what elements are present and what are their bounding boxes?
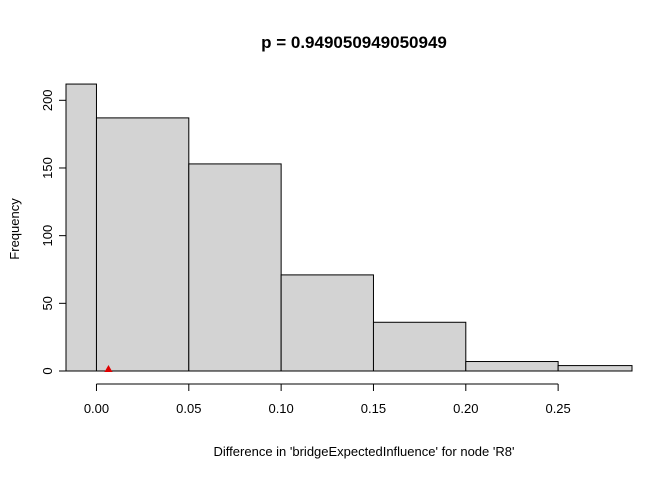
- x-tick-label-4: 0.20: [453, 401, 478, 416]
- chart-title: p = 0.949050949050949: [261, 33, 447, 52]
- y-axis-label: Frequency: [7, 198, 22, 260]
- histogram-bar-2: [188, 163, 282, 372]
- x-tick-label-3: 0.15: [361, 401, 386, 416]
- y-tick-label-0: 0: [40, 367, 55, 374]
- bars-layer: [65, 83, 633, 372]
- x-tick-label-2: 0.10: [268, 401, 293, 416]
- histogram-bar-0: [65, 83, 97, 372]
- x-axis: 0.00 0.05 0.10 0.15 0.20 0.25: [84, 383, 571, 416]
- x-tick-label-1: 0.05: [176, 401, 201, 416]
- marker-layer: [104, 365, 113, 372]
- histogram-bar-3: [280, 274, 374, 372]
- histogram-bar-1: [95, 117, 190, 372]
- histogram-bar-4: [372, 321, 467, 372]
- y-tick-label-3: 150: [40, 157, 55, 179]
- x-tick-label-5: 0.25: [545, 401, 570, 416]
- x-axis-label: Difference in 'bridgeExpectedInfluence' …: [214, 444, 515, 459]
- y-axis: 0 50 100 150 200: [40, 89, 67, 375]
- observed-value-marker: [104, 365, 113, 372]
- histogram-bar-6: [557, 365, 633, 372]
- y-tick-label-4: 200: [40, 89, 55, 111]
- histogram-bar-5: [465, 361, 559, 372]
- x-tick-label-0: 0.00: [84, 401, 109, 416]
- y-tick-label-2: 100: [40, 225, 55, 247]
- y-tick-label-1: 50: [40, 296, 55, 310]
